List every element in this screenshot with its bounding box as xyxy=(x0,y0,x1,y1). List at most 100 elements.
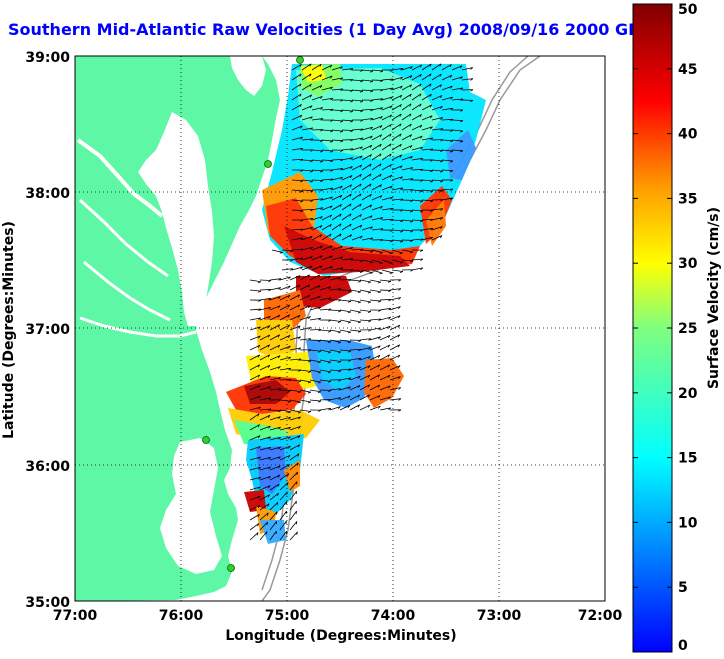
velocity-vector xyxy=(379,279,391,282)
velocity-vector-head xyxy=(399,262,403,264)
velocity-vector xyxy=(361,193,372,201)
velocity-vector xyxy=(349,299,361,303)
velocity-vector xyxy=(361,215,373,221)
velocity-vector-head xyxy=(429,94,432,98)
velocity-vector-head xyxy=(360,146,363,150)
velocity-vector xyxy=(421,199,433,202)
velocity-vector-head xyxy=(378,300,382,303)
velocity-vector xyxy=(249,364,260,371)
station-marker xyxy=(296,56,304,64)
velocity-vector-head xyxy=(257,523,260,527)
velocity-vector-head xyxy=(358,366,361,370)
velocity-vector-head xyxy=(358,357,362,361)
velocity-vector xyxy=(321,233,332,241)
velocity-vector-head xyxy=(297,401,301,404)
velocity-vector xyxy=(259,466,271,471)
velocity-vector xyxy=(311,118,323,121)
velocity-vector-head xyxy=(379,153,382,157)
velocity-vector-head xyxy=(310,127,314,131)
velocity-vector-head xyxy=(449,74,453,78)
velocity-vector-head xyxy=(310,138,314,141)
velocity-vector-head xyxy=(348,290,352,293)
velocity-vector xyxy=(379,325,391,331)
velocity-vector xyxy=(351,89,363,92)
velocity-vector-head xyxy=(268,298,272,301)
velocity-vector xyxy=(321,108,334,111)
velocity-vector xyxy=(279,314,290,321)
velocity-vector-head xyxy=(285,501,288,505)
velocity-vector xyxy=(389,398,401,401)
velocity-vector-head xyxy=(327,351,331,354)
velocity-vector xyxy=(279,335,291,341)
velocity-vector xyxy=(361,144,373,151)
velocity-vector xyxy=(319,329,331,332)
velocity-vector xyxy=(319,369,331,373)
velocity-vector xyxy=(389,297,401,301)
velocity-vector xyxy=(411,135,423,141)
velocity-vector-head xyxy=(297,314,301,318)
velocity-vector-head xyxy=(409,123,412,127)
velocity-vector xyxy=(369,384,380,391)
velocity-vector-head xyxy=(288,390,292,393)
velocity-vector-head xyxy=(430,227,434,231)
velocity-vector xyxy=(349,375,361,381)
velocity-vector xyxy=(289,490,297,501)
velocity-vector-head xyxy=(310,170,314,173)
colorbar-tick-label: 15 xyxy=(678,451,697,467)
velocity-vector-head xyxy=(359,224,363,228)
velocity-vector xyxy=(299,284,310,291)
velocity-vector xyxy=(269,492,279,501)
velocity-vector xyxy=(411,93,422,101)
velocity-vector-head xyxy=(298,347,302,351)
york-river xyxy=(83,260,171,322)
velocity-vector-head xyxy=(297,453,300,457)
velocity-vector xyxy=(249,279,261,283)
velocity-vector-head xyxy=(340,245,343,249)
velocity-vector-head xyxy=(377,281,381,284)
velocity-vector-head xyxy=(378,336,381,340)
velocity-vector xyxy=(351,99,363,102)
velocity-vector xyxy=(309,285,321,291)
velocity-vector-head xyxy=(300,248,304,252)
velocity-vector-head xyxy=(318,329,322,332)
velocity-vector xyxy=(289,399,301,403)
velocity-vector-head xyxy=(337,341,341,344)
velocity-vector xyxy=(401,103,412,111)
velocity-vector xyxy=(351,248,364,251)
velocity-vector-head xyxy=(409,145,413,149)
velocity-vector-head xyxy=(440,190,444,193)
velocity-vector-head xyxy=(410,156,413,159)
velocity-vector-head xyxy=(397,354,401,358)
velocity-vector xyxy=(321,266,333,271)
velocity-vector-head xyxy=(387,385,391,389)
velocity-vector xyxy=(249,289,261,292)
velocity-vector xyxy=(381,269,393,274)
velocity-vector xyxy=(461,67,473,71)
velocity-vector-head xyxy=(357,404,360,408)
velocity-vector xyxy=(331,176,343,181)
velocity-vector xyxy=(269,465,281,471)
velocity-vector xyxy=(281,268,293,271)
velocity-vector-head xyxy=(310,218,314,221)
velocity-vector-head xyxy=(318,400,322,403)
velocity-vector xyxy=(361,183,372,191)
velocity-vector-head xyxy=(309,94,313,98)
velocity-vector-head xyxy=(379,272,383,275)
velocity-vector xyxy=(341,234,352,241)
velocity-vector-head xyxy=(369,144,373,148)
velocity-vector-head xyxy=(450,150,454,153)
velocity-vector-head xyxy=(357,330,362,333)
velocity-vector xyxy=(379,385,391,391)
velocity-vector xyxy=(359,356,371,361)
velocity-vector xyxy=(309,328,322,331)
velocity-vector-head xyxy=(347,300,352,303)
velocity-vector-head xyxy=(340,185,343,189)
velocity-vector-head xyxy=(379,163,382,167)
velocity-vector-head xyxy=(350,110,354,113)
velocity-vector-head xyxy=(410,230,414,233)
velocity-vector-head xyxy=(460,76,463,80)
velocity-vector-head xyxy=(340,267,344,271)
velocity-vector-head xyxy=(297,294,300,298)
velocity-vector-head xyxy=(290,268,294,271)
velocity-vector-head xyxy=(368,320,372,323)
